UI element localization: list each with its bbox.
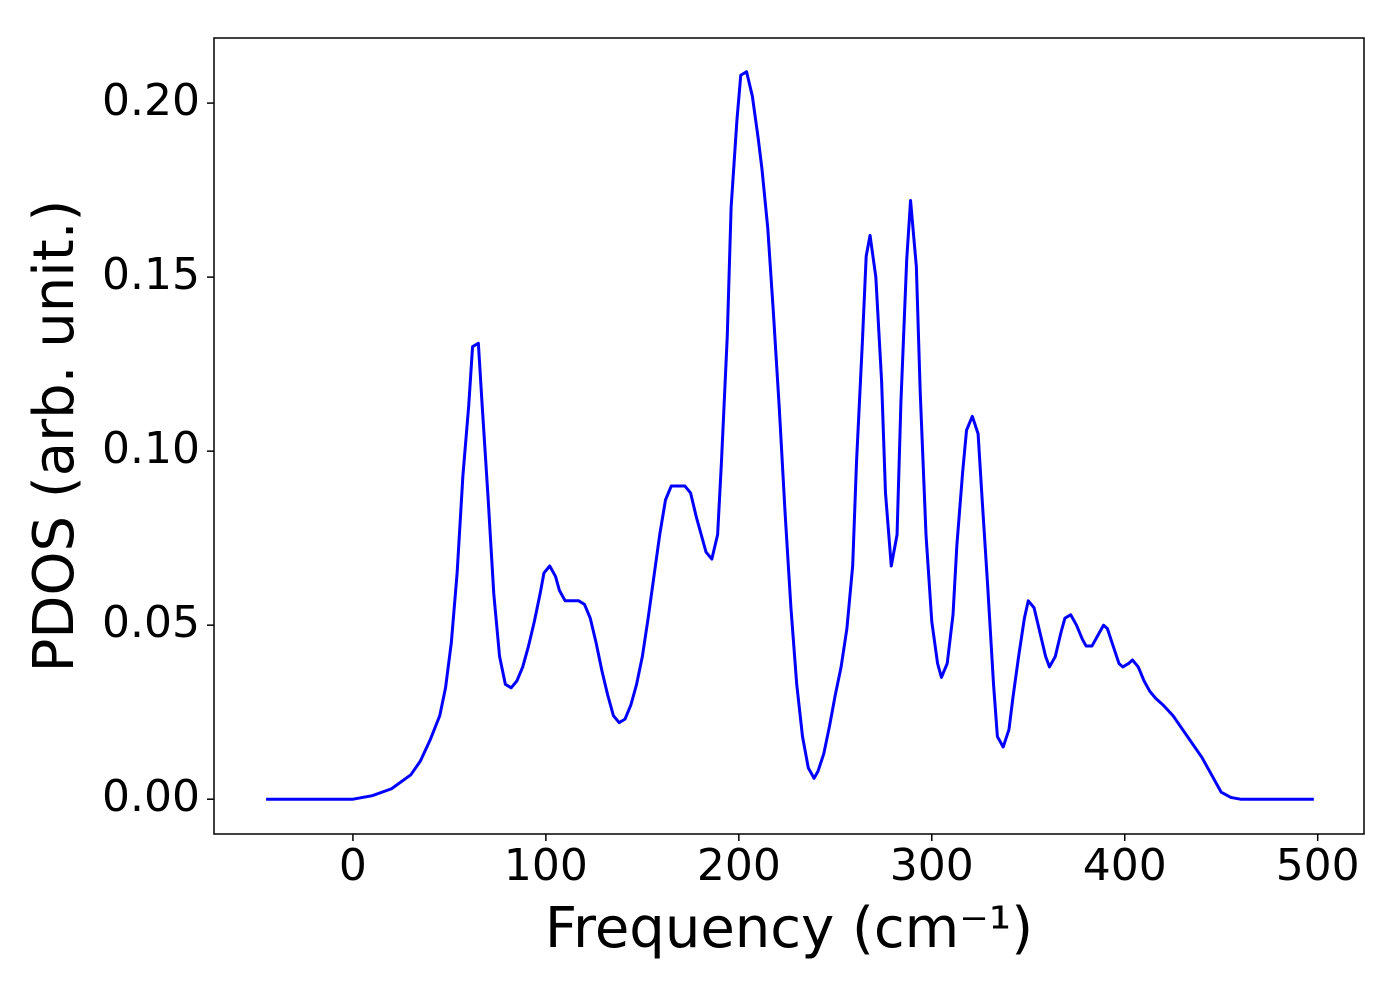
y-axis-label: PDOS (arb. unit.) <box>22 200 87 673</box>
y-tick-label: 0.10 <box>102 423 200 474</box>
y-tick-label: 0.20 <box>102 75 200 126</box>
y-tick-label: 0.00 <box>102 771 200 822</box>
y-tick-label: 0.15 <box>102 249 200 300</box>
x-tick-label: 300 <box>890 840 974 891</box>
data-line <box>266 70 1314 801</box>
x-tick-label: 400 <box>1083 840 1167 891</box>
y-tick-label: 0.05 <box>102 597 200 648</box>
x-tick-label: 0 <box>339 840 367 891</box>
plot-frame <box>213 37 1365 835</box>
x-tick-label: 100 <box>504 840 588 891</box>
x-axis-label: Frequency (cm⁻¹) <box>545 896 1033 961</box>
x-tick-label: 500 <box>1276 840 1360 891</box>
x-tick-label: 200 <box>697 840 781 891</box>
